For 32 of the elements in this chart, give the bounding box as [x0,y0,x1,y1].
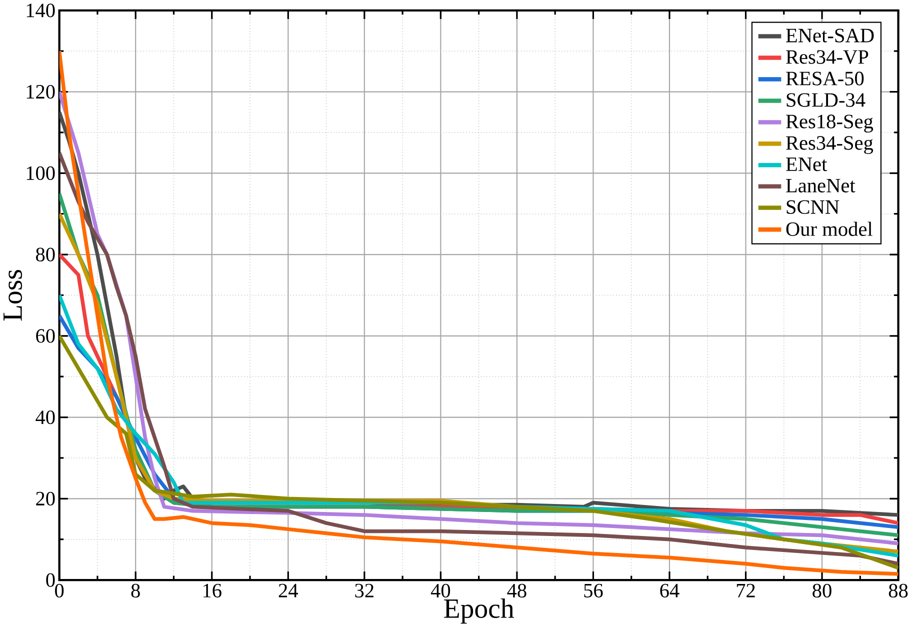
x-tick-label: 40 [430,584,450,598]
legend-label: ENet-SAD [786,28,874,42]
y-tick-label: 80 [36,248,55,262]
x-tick-label: 72 [736,584,755,598]
legend-label: ENet [786,158,828,172]
legend-label: Res18-Seg [786,114,874,132]
x-tick-label: 8 [131,584,140,598]
y-tick-label: 140 [26,3,55,18]
x-axis-title: Epoch [444,598,514,624]
legend-label: RESA-50 [786,72,864,86]
x-tick-label: 88 [888,584,908,598]
x-tick-label: 32 [355,584,374,598]
x-tick-label: 16 [203,584,222,598]
legend-label: SGLD-34 [786,93,866,107]
y-tick-label: 120 [26,84,55,99]
x-tick-label: 80 [812,584,832,598]
y-axis-title: Loss [4,270,22,321]
y-tick-label: 20 [36,492,55,506]
x-tick-label: 0 [55,584,64,598]
legend-label: Res34-VP [786,50,868,64]
y-tick-label: 60 [36,328,55,343]
x-tick-label: 64 [660,584,680,598]
legend-label: Our model [786,222,872,236]
legend-label: SCNN [786,200,840,214]
x-tick-label: 56 [584,584,603,598]
legend-label: LaneNet [786,178,856,192]
x-tick-label: 24 [278,584,298,598]
y-tick-label: 0 [46,573,55,587]
y-tick-label: 40 [36,410,55,424]
x-tick-label: 48 [507,584,526,598]
y-tick-label: 100 [26,166,55,180]
legend-label: Res34-Seg [786,136,874,154]
